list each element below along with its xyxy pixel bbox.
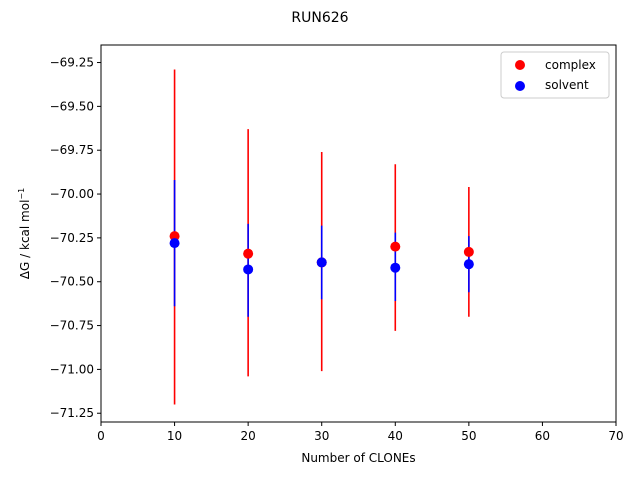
point-solvent: [390, 262, 401, 273]
y-tick-label: −69.25: [50, 56, 94, 70]
point-complex: [463, 246, 474, 257]
x-axis: 0 10 20 30 40 50 60 70: [97, 422, 624, 443]
x-tick-label: 40: [388, 429, 403, 443]
x-tick-label: 10: [167, 429, 182, 443]
x-tick-label: 60: [535, 429, 550, 443]
y-axis-label: ΔG / kcal mol−1: [17, 188, 32, 279]
point-complex: [169, 231, 180, 242]
x-tick-label: 20: [241, 429, 256, 443]
y-tick-label: −71.00: [50, 362, 94, 376]
point-solvent: [316, 257, 327, 268]
x-tick-label: 0: [97, 429, 105, 443]
legend-marker-complex: [515, 60, 525, 70]
plot-frame: [100, 44, 617, 423]
y-tick-label: −69.75: [50, 143, 94, 157]
legend-box: [500, 51, 610, 99]
x-tick-label: 30: [314, 429, 329, 443]
x-tick-label: 70: [608, 429, 623, 443]
y-axis: −71.25 −71.00 −70.75 −70.50 −70.25 −70.00 −69.…: [50, 56, 101, 420]
x-tick-label: 50: [461, 429, 476, 443]
legend-label-solvent: solvent: [545, 78, 589, 92]
plot-area: [169, 69, 474, 405]
y-tick-label: −71.25: [50, 406, 94, 420]
y-tick-label: −70.00: [50, 187, 94, 201]
y-tick-label: −70.50: [50, 275, 94, 289]
chart-title: RUN626: [291, 10, 348, 26]
point-solvent: [463, 259, 474, 270]
y-axis-label-superscript: −1: [17, 188, 26, 200]
y-axis-label-text: ΔG / kcal mol: [18, 200, 32, 280]
legend-label-complex: complex: [545, 58, 596, 72]
legend-marker-solvent: [515, 81, 525, 91]
point-complex: [390, 241, 401, 252]
point-complex: [243, 248, 254, 259]
x-axis-label: Number of CLONEs: [301, 451, 415, 465]
y-tick-label: −69.50: [50, 99, 94, 113]
point-solvent: [243, 264, 254, 275]
y-tick-label: −70.25: [50, 231, 94, 245]
point-solvent: [169, 238, 180, 249]
legend: complex solvent: [500, 51, 610, 99]
y-tick-label: −70.75: [50, 319, 94, 333]
